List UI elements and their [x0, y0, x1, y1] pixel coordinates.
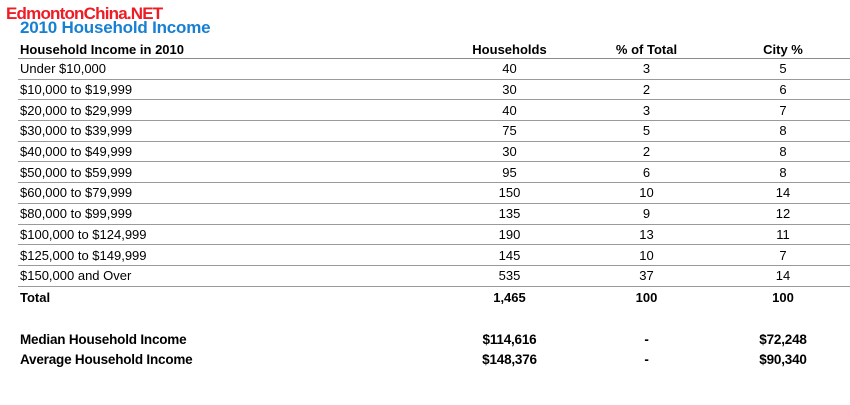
header-households: Households: [442, 40, 577, 59]
table-row: $60,000 to $79,999 150 10 14: [18, 182, 850, 204]
median-pct-dash: -: [644, 331, 649, 347]
table-row: $40,000 to $49,999 30 2 8: [18, 141, 850, 163]
table-row: Under $10,000 40 3 5: [18, 58, 850, 80]
header-pct-total: % of Total: [577, 40, 716, 59]
income-range: Under $10,000: [18, 58, 442, 80]
city-pct-value: 6: [716, 79, 850, 101]
table-row: $50,000 to $59,999 95 6 8: [18, 161, 850, 184]
average-income-label: Average Household Income: [20, 351, 193, 367]
households-value: 535: [442, 265, 577, 287]
average-income-row: Average Household Income $148,376 - $90,…: [18, 349, 850, 369]
pct-total-value: 3: [577, 58, 716, 80]
table-header-row: Household Income in 2010 Households % of…: [18, 40, 850, 59]
income-range: $125,000 to $149,999: [18, 244, 442, 266]
table-row: $100,000 to $124,999 190 13 11: [18, 224, 850, 246]
pct-total-value: 5: [577, 120, 716, 142]
table-row: $30,000 to $39,999 75 5 8: [18, 120, 850, 142]
average-income-value: $148,376: [482, 351, 537, 367]
households-value: 40: [442, 58, 577, 80]
income-range: $80,000 to $99,999: [18, 203, 442, 225]
city-pct-value: 12: [716, 203, 850, 225]
table-row: $20,000 to $29,999 40 3 7: [18, 99, 850, 122]
income-table-container: Household Income in 2010 Households % of…: [18, 40, 850, 309]
total-households-value: 1,465: [493, 290, 526, 306]
header-city-pct: City %: [716, 40, 850, 59]
pct-total-value: 13: [577, 224, 716, 246]
income-range: $150,000 and Over: [18, 265, 442, 287]
city-pct-value: 8: [716, 120, 850, 142]
income-range: $10,000 to $19,999: [18, 79, 442, 101]
table-row: $10,000 to $19,999 30 2 6: [18, 79, 850, 101]
table-row: $80,000 to $99,999 135 9 12: [18, 203, 850, 225]
summary-section: Median Household Income $114,616 - $72,2…: [18, 329, 850, 369]
pct-total-value: 3: [577, 99, 716, 122]
table-row: $150,000 and Over 535 37 14: [18, 265, 850, 287]
total-city-pct-value: 100: [772, 290, 794, 306]
median-income-value: $114,616: [482, 331, 537, 347]
total-label: Total: [20, 290, 51, 306]
city-pct-value: 8: [716, 141, 850, 163]
city-pct-value: 11: [716, 224, 850, 246]
median-income-row: Median Household Income $114,616 - $72,2…: [18, 329, 850, 349]
city-pct-value: 14: [716, 182, 850, 204]
total-pct-total-value: 100: [635, 290, 658, 306]
average-pct-dash: -: [644, 351, 649, 367]
city-pct-value: 14: [716, 265, 850, 287]
pct-total-value: 37: [577, 265, 716, 287]
city-pct-value: 7: [716, 244, 850, 266]
watermark-text: EdmontonChina.NET: [6, 4, 163, 23]
pct-total-value: 2: [577, 79, 716, 101]
income-range: $60,000 to $79,999: [18, 182, 442, 204]
city-pct-value: 7: [716, 99, 850, 122]
households-value: 145: [442, 244, 577, 266]
households-value: 30: [442, 79, 577, 101]
summary-table: Median Household Income $114,616 - $72,2…: [18, 329, 850, 369]
table-total-row: Total 1,465 100 100: [18, 286, 850, 309]
city-pct-value: 5: [716, 58, 850, 80]
households-value: 40: [442, 99, 577, 122]
median-city-value: $72,248: [759, 331, 807, 347]
income-range: $30,000 to $39,999: [18, 120, 442, 142]
households-value: 150: [442, 182, 577, 204]
households-value: 75: [442, 120, 577, 142]
page-title: 2010 Household Income: [20, 18, 211, 37]
header-income-range: Household Income in 2010: [18, 40, 442, 59]
households-value: 135: [442, 203, 577, 225]
table-row: $125,000 to $149,999 145 10 7: [18, 244, 850, 266]
income-range: $50,000 to $59,999: [18, 161, 442, 184]
pct-total-value: 10: [577, 182, 716, 204]
pct-total-value: 6: [577, 161, 716, 184]
median-income-label: Median Household Income: [20, 331, 187, 347]
income-range: $40,000 to $49,999: [18, 141, 442, 163]
average-city-value: $90,340: [759, 351, 807, 367]
households-value: 30: [442, 141, 577, 163]
households-value: 95: [442, 161, 577, 184]
income-table: Household Income in 2010 Households % of…: [18, 40, 850, 309]
income-range: $20,000 to $29,999: [18, 99, 442, 122]
pct-total-value: 10: [577, 244, 716, 266]
households-value: 190: [442, 224, 577, 246]
pct-total-value: 2: [577, 141, 716, 163]
city-pct-value: 8: [716, 161, 850, 184]
income-range: $100,000 to $124,999: [18, 224, 442, 246]
pct-total-value: 9: [577, 203, 716, 225]
